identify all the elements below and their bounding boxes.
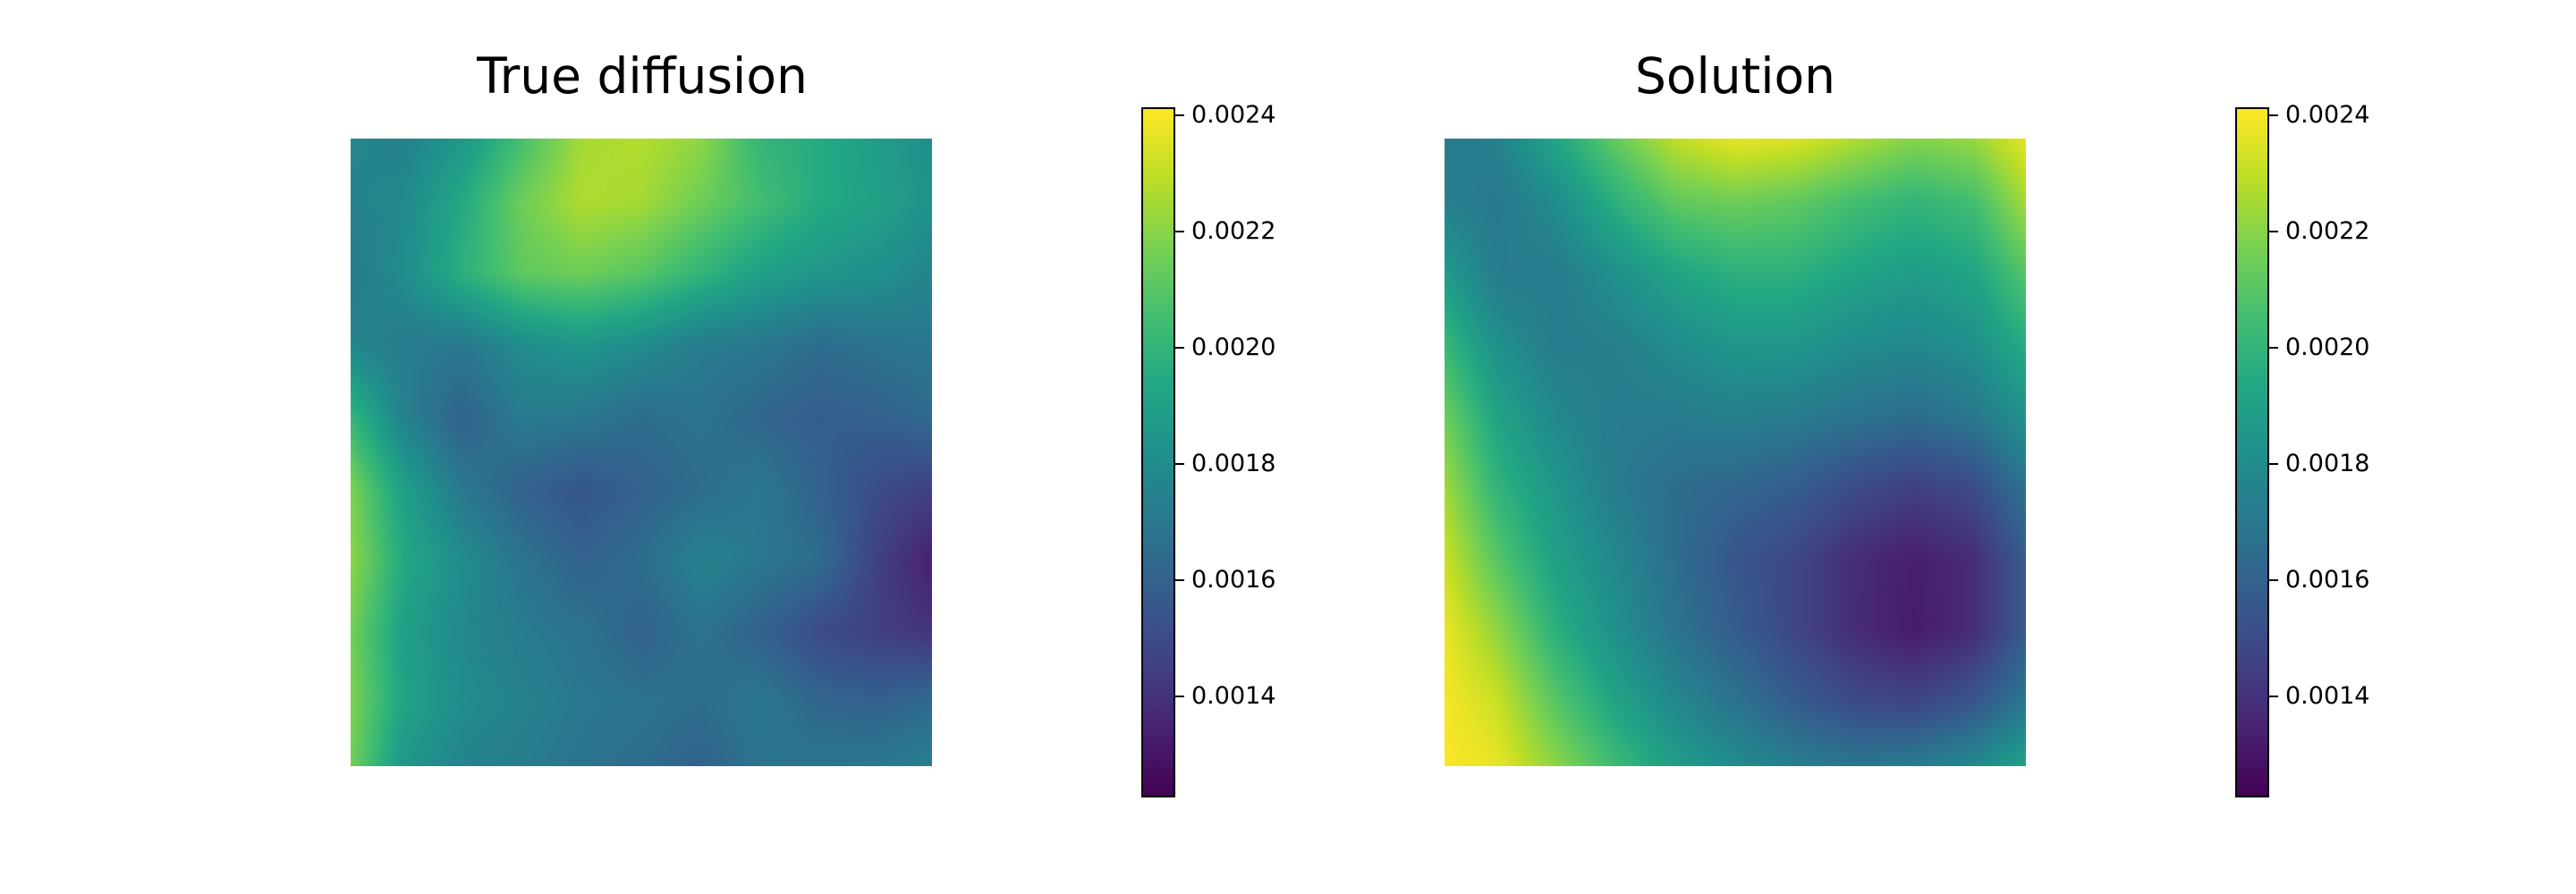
true-diffusion-heatmap: [351, 139, 932, 766]
solution-heatmap-canvas: [1445, 139, 2026, 766]
solution-heatmap: [1445, 139, 2026, 766]
true-diffusion-colorbar-tick-label: 0.0020: [1191, 333, 1276, 361]
solution-colorbar-tick-label: 0.0022: [2285, 216, 2370, 245]
true-diffusion-colorbar-tick-mark: [1175, 696, 1184, 698]
left-panel-title: True diffusion: [477, 47, 808, 105]
right-panel-title: Solution: [1634, 47, 1836, 105]
solution-colorbar-tick-label: 0.0018: [2285, 450, 2370, 478]
true-diffusion-colorbar-tick-mark: [1175, 230, 1184, 232]
solution-colorbar-tick-mark: [2269, 114, 2278, 116]
true-diffusion-colorbar-tick-mark: [1175, 346, 1184, 349]
true-diffusion-colorbar-tick-label: 0.0022: [1191, 216, 1276, 245]
solution-colorbar-tick-mark: [2269, 346, 2278, 349]
solution-colorbar: 0.0014 0.0016 0.0018 0.0020 0.0022 0.0024: [2235, 101, 2369, 797]
solution-colorbar-tick-label: 0.0020: [2285, 333, 2370, 361]
solution-colorbar-tick-mark: [2269, 579, 2278, 582]
true-diffusion-heatmap-canvas: [351, 139, 932, 766]
solution-colorbar-tick-label: 0.0016: [2285, 566, 2370, 595]
solution-colorbar-tick-mark: [2269, 696, 2278, 698]
true-diffusion-colorbar-tick-mark: [1175, 579, 1184, 582]
solution-colorbar-tick-mark: [2269, 463, 2278, 466]
true-diffusion-colorbar-tick-label: 0.0016: [1191, 566, 1276, 595]
solution-colorbar-tick-mark: [2269, 230, 2278, 232]
true-diffusion-colorbar-tick-label: 0.0024: [1191, 100, 1276, 129]
true-diffusion-colorbar-tick-label: 0.0018: [1191, 450, 1276, 478]
solution-colorbar-tick-label: 0.0014: [2285, 682, 2370, 711]
solution-colorbar-tick-label: 0.0024: [2285, 100, 2370, 129]
true-diffusion-colorbar-tick-mark: [1175, 114, 1184, 116]
true-diffusion-colorbar-tick-mark: [1175, 463, 1184, 466]
true-diffusion-colorbar-tick-label: 0.0014: [1191, 682, 1276, 711]
true-diffusion-colorbar: 0.0014 0.0016 0.0018 0.0020 0.0022 0.0024: [1141, 101, 1275, 797]
